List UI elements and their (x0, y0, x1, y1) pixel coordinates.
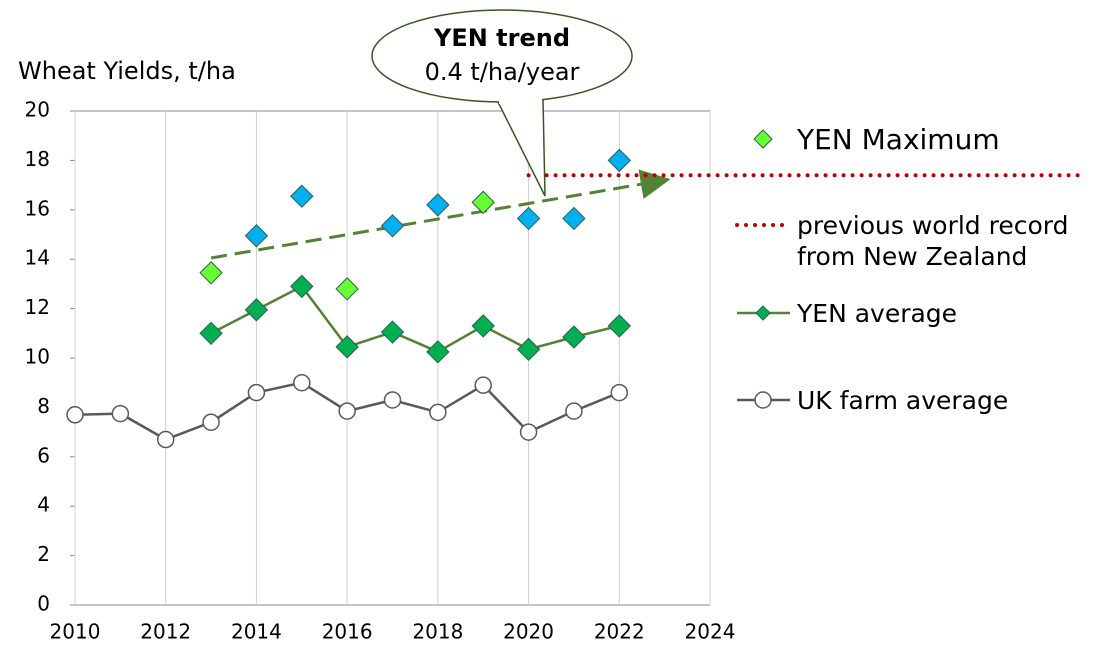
legend-label: UK farm average (797, 386, 1009, 415)
x-tick-label: 2022 (594, 620, 645, 644)
x-tick-label: 2016 (322, 620, 373, 644)
data-point (111, 404, 130, 423)
y-tick-label: 4 (37, 493, 50, 517)
data-point (380, 214, 405, 238)
data-point (426, 340, 450, 364)
y-tick-label: 8 (37, 394, 50, 418)
data-point (156, 430, 175, 449)
legend-swatch (737, 305, 790, 321)
data-point (335, 277, 359, 301)
callout-join (499, 96, 542, 104)
x-tick-label: 2010 (50, 620, 101, 644)
legend-marker (755, 305, 771, 321)
data-point (244, 224, 269, 248)
data-point (380, 320, 405, 344)
y-tick-label: 2 (37, 542, 50, 566)
data-point (290, 274, 314, 299)
annotation-text: 0.4 t/ha/year (425, 58, 580, 86)
data-point (519, 423, 538, 441)
data-point (199, 261, 223, 285)
x-tick-label: 2014 (231, 620, 282, 644)
data-point (202, 413, 220, 431)
x-tick-label: 2024 (685, 620, 736, 644)
data-point (516, 206, 541, 231)
data-point (565, 402, 583, 420)
data-point (338, 402, 356, 420)
data-point (474, 376, 492, 394)
trend-line (210, 169, 671, 260)
data-point (562, 325, 586, 349)
legend-item: previous world record from New Zealand (735, 210, 1097, 272)
y-tick-label: 12 (25, 295, 50, 319)
data-point (562, 206, 586, 231)
data-point (66, 406, 84, 424)
legend-item: UK farm average (735, 385, 1097, 416)
y-tick-label: 0 (37, 592, 50, 616)
legend-label: YEN average (797, 299, 958, 328)
y-tick-label: 16 (25, 196, 50, 220)
data-point (247, 383, 266, 402)
x-tick-label: 2020 (503, 620, 554, 644)
legend-swatch (737, 391, 790, 409)
data-point (290, 184, 314, 208)
plot-area (74, 110, 711, 606)
legend-item: YEN Maximum (735, 124, 1097, 155)
y-tick-label: 18 (25, 147, 50, 171)
callout (496, 99, 546, 197)
series-line (210, 284, 620, 354)
data-point (429, 403, 447, 422)
y-tick-label: 10 (25, 345, 50, 369)
data-point (471, 190, 495, 215)
y-tick-label: 6 (37, 443, 50, 467)
data-point (471, 314, 495, 338)
data-point (293, 373, 311, 392)
data-point (607, 148, 631, 173)
legend-label: YEN Maximum (797, 123, 1000, 156)
x-tick-label: 2018 (412, 620, 463, 644)
x-tick-label: 2012 (140, 620, 191, 644)
legend-label: previous world record from New Zealand (797, 211, 1069, 271)
legend-marker (753, 129, 773, 149)
y-axis-title: Wheat Yields, t/ha (18, 57, 236, 85)
y-tick-label: 14 (25, 246, 50, 270)
y-tick-label: 20 (25, 98, 50, 122)
data-point (610, 383, 629, 402)
legend-marker (754, 391, 772, 409)
annotation-title: YEN trend (433, 24, 570, 52)
data-point (244, 298, 269, 322)
data-point (199, 321, 223, 346)
legend-swatch (753, 129, 773, 149)
data-point (383, 391, 402, 409)
data-point (607, 314, 631, 338)
legend-swatch (735, 223, 792, 227)
data-point (335, 335, 359, 359)
data-point (516, 337, 541, 362)
data-point (426, 193, 450, 217)
legend-item: YEN average (735, 298, 1097, 329)
